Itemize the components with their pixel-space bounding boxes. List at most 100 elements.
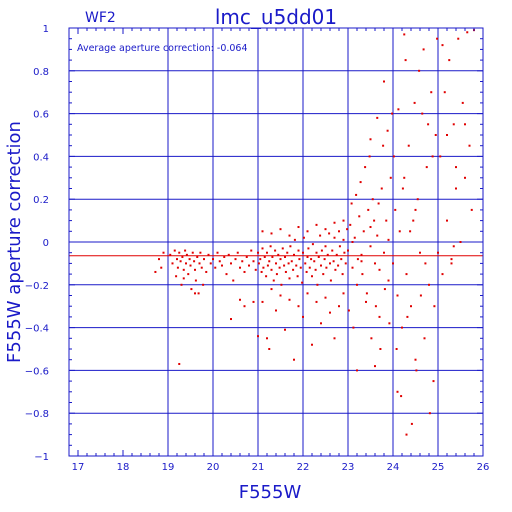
data-point: [356, 283, 358, 286]
data-point: [298, 258, 301, 261]
data-point: [459, 241, 462, 243]
data-point: [315, 251, 318, 254]
data-point: [356, 369, 358, 372]
data-point: [302, 251, 304, 254]
data-point: [374, 262, 376, 265]
data-point: [371, 198, 374, 201]
data-point: [296, 275, 299, 278]
data-point: [301, 281, 304, 284]
data-point: [289, 245, 292, 248]
data-point: [315, 223, 318, 226]
data-point: [234, 258, 237, 261]
data-point: [239, 298, 241, 301]
data-point: [374, 365, 376, 368]
data-point: [225, 273, 228, 276]
data-point: [422, 48, 425, 51]
data-point: [333, 236, 336, 239]
data-point: [415, 369, 418, 372]
data-point: [275, 309, 277, 312]
data-point: [306, 255, 309, 258]
data-point: [388, 322, 391, 325]
data-point: [236, 251, 239, 254]
data-point: [252, 260, 255, 263]
data-point: [406, 315, 409, 318]
data-point: [248, 264, 250, 267]
data-point: [418, 69, 421, 72]
data-point: [205, 270, 208, 273]
data-point: [263, 255, 266, 258]
data-point: [423, 337, 426, 340]
data-point: [216, 251, 219, 254]
data-point: [286, 251, 289, 254]
data-point: [181, 255, 184, 258]
x-tick-label: 26: [477, 462, 490, 473]
data-point: [416, 198, 419, 201]
data-point: [405, 273, 408, 276]
data-point: [340, 258, 343, 261]
data-point: [323, 258, 326, 261]
data-point: [439, 155, 442, 158]
x-tick-label: 19: [162, 462, 175, 473]
data-point: [272, 279, 275, 282]
data-point: [404, 59, 407, 62]
data-point: [368, 155, 371, 158]
data-point: [392, 155, 395, 158]
data-point: [329, 279, 332, 282]
data-point: [434, 134, 437, 136]
data-point: [270, 268, 273, 271]
data-point: [252, 300, 255, 303]
data-point: [306, 292, 309, 295]
data-point: [180, 283, 183, 286]
x-tick-label: 18: [117, 462, 130, 473]
data-point: [182, 277, 185, 280]
data-point: [401, 326, 403, 329]
data-point: [443, 91, 446, 94]
data-point: [221, 264, 223, 267]
data-point: [223, 255, 226, 258]
data-point: [202, 283, 205, 286]
data-point: [335, 253, 338, 256]
data-point: [293, 238, 296, 241]
x-tick-label: 17: [72, 462, 85, 473]
data-point: [288, 234, 291, 237]
data-point: [441, 273, 444, 276]
data-point: [212, 258, 214, 261]
data-point: [333, 337, 336, 340]
data-point: [452, 245, 455, 248]
data-point: [239, 266, 241, 269]
data-point: [250, 249, 253, 252]
data-point: [383, 80, 385, 83]
data-point: [293, 253, 295, 256]
data-point: [350, 202, 353, 205]
data-point: [311, 343, 313, 346]
y-tick-label: −1: [34, 452, 49, 463]
data-point: [275, 262, 277, 265]
data-point: [403, 33, 406, 36]
data-point: [387, 238, 390, 241]
data-point: [359, 181, 362, 184]
y-tick-label: 0.4: [33, 152, 49, 163]
grid-lines: [69, 27, 483, 457]
data-point: [277, 253, 280, 256]
data-point: [261, 247, 264, 250]
data-point: [387, 279, 390, 282]
data-point: [464, 123, 466, 126]
data-point: [369, 138, 372, 141]
data-point: [308, 266, 311, 269]
data-point: [315, 300, 318, 303]
x-tick-label: 23: [342, 462, 355, 473]
data-point: [279, 294, 282, 297]
data-point: [421, 112, 424, 115]
data-point: [377, 202, 380, 205]
data-point: [436, 37, 439, 40]
data-point: [455, 166, 457, 169]
data-point: [331, 249, 334, 252]
data-point: [260, 270, 263, 273]
data-point: [194, 268, 196, 271]
data-point: [396, 294, 399, 297]
data-point: [176, 266, 179, 269]
data-point: [419, 251, 421, 254]
data-point: [373, 219, 376, 222]
data-point: [261, 300, 264, 303]
data-point: [194, 279, 197, 282]
